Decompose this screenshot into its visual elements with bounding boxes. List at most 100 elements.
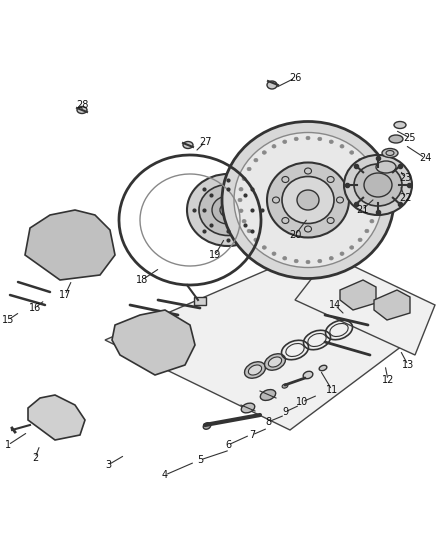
- Polygon shape: [340, 280, 376, 310]
- Text: 10: 10: [296, 397, 308, 407]
- Ellipse shape: [239, 188, 243, 191]
- Ellipse shape: [382, 149, 398, 157]
- Text: 6: 6: [225, 440, 231, 450]
- Ellipse shape: [373, 209, 377, 213]
- Ellipse shape: [247, 229, 251, 233]
- Ellipse shape: [370, 220, 374, 223]
- Text: 21: 21: [356, 205, 368, 215]
- Ellipse shape: [212, 196, 244, 224]
- Ellipse shape: [303, 372, 313, 379]
- Polygon shape: [374, 290, 410, 320]
- Ellipse shape: [370, 177, 374, 181]
- Text: 2: 2: [32, 453, 38, 463]
- Text: 15: 15: [2, 315, 14, 325]
- Ellipse shape: [254, 238, 258, 241]
- Polygon shape: [28, 395, 85, 440]
- Ellipse shape: [344, 155, 412, 215]
- Ellipse shape: [244, 362, 265, 378]
- Ellipse shape: [187, 174, 269, 246]
- Text: 12: 12: [382, 375, 394, 385]
- Text: 20: 20: [289, 230, 301, 240]
- Ellipse shape: [340, 252, 344, 255]
- Text: 22: 22: [399, 193, 411, 203]
- Polygon shape: [105, 260, 410, 430]
- Ellipse shape: [389, 135, 403, 143]
- Ellipse shape: [297, 190, 319, 210]
- Ellipse shape: [239, 209, 243, 213]
- Polygon shape: [295, 255, 435, 355]
- Ellipse shape: [248, 365, 261, 375]
- Ellipse shape: [234, 133, 382, 268]
- Ellipse shape: [262, 151, 266, 154]
- Text: 23: 23: [399, 173, 411, 183]
- Ellipse shape: [220, 203, 236, 217]
- Text: 1: 1: [5, 440, 11, 450]
- Ellipse shape: [267, 81, 277, 89]
- Ellipse shape: [318, 260, 322, 263]
- Text: 8: 8: [265, 417, 271, 427]
- Ellipse shape: [394, 122, 406, 128]
- Text: 28: 28: [76, 100, 88, 110]
- Text: 9: 9: [282, 407, 288, 417]
- Ellipse shape: [350, 151, 354, 154]
- Text: 19: 19: [209, 250, 221, 260]
- Ellipse shape: [364, 173, 392, 197]
- Text: 3: 3: [105, 460, 111, 470]
- Text: 14: 14: [329, 300, 341, 310]
- Ellipse shape: [203, 423, 211, 429]
- Ellipse shape: [294, 137, 298, 141]
- Ellipse shape: [282, 384, 288, 388]
- Ellipse shape: [376, 161, 396, 173]
- Ellipse shape: [329, 256, 333, 260]
- Ellipse shape: [365, 229, 369, 233]
- Ellipse shape: [358, 158, 362, 162]
- Ellipse shape: [374, 198, 378, 202]
- Ellipse shape: [350, 246, 354, 249]
- Text: 25: 25: [404, 133, 416, 143]
- Ellipse shape: [268, 357, 282, 367]
- Ellipse shape: [272, 252, 276, 255]
- Text: 27: 27: [199, 137, 211, 147]
- Ellipse shape: [272, 144, 276, 148]
- Ellipse shape: [319, 365, 327, 371]
- Ellipse shape: [183, 141, 193, 149]
- Text: 26: 26: [289, 73, 301, 83]
- Text: 16: 16: [29, 303, 41, 313]
- Ellipse shape: [282, 176, 334, 223]
- Text: 18: 18: [136, 275, 148, 285]
- Ellipse shape: [242, 220, 246, 223]
- Ellipse shape: [199, 184, 257, 236]
- Text: 13: 13: [402, 360, 414, 370]
- Ellipse shape: [242, 177, 246, 181]
- Ellipse shape: [329, 140, 333, 143]
- Ellipse shape: [265, 354, 286, 370]
- Bar: [194, 297, 206, 305]
- Ellipse shape: [254, 158, 258, 162]
- Ellipse shape: [373, 188, 377, 191]
- Ellipse shape: [340, 144, 344, 148]
- Text: 5: 5: [197, 455, 203, 465]
- Ellipse shape: [222, 122, 394, 279]
- Ellipse shape: [247, 167, 251, 171]
- Ellipse shape: [283, 256, 287, 260]
- Ellipse shape: [267, 163, 349, 238]
- Ellipse shape: [318, 137, 322, 141]
- Ellipse shape: [306, 260, 310, 264]
- Ellipse shape: [354, 164, 402, 206]
- Ellipse shape: [60, 240, 80, 256]
- Ellipse shape: [241, 403, 255, 413]
- Text: 11: 11: [326, 385, 338, 395]
- Text: 4: 4: [162, 470, 168, 480]
- Ellipse shape: [306, 136, 310, 140]
- Ellipse shape: [365, 167, 369, 171]
- Ellipse shape: [77, 107, 87, 114]
- Text: 17: 17: [59, 290, 71, 300]
- Text: 7: 7: [249, 430, 255, 440]
- Polygon shape: [25, 210, 115, 280]
- Ellipse shape: [238, 198, 242, 202]
- Ellipse shape: [260, 390, 276, 400]
- Ellipse shape: [262, 246, 266, 249]
- Ellipse shape: [283, 140, 287, 143]
- Polygon shape: [112, 310, 195, 375]
- Ellipse shape: [358, 238, 362, 241]
